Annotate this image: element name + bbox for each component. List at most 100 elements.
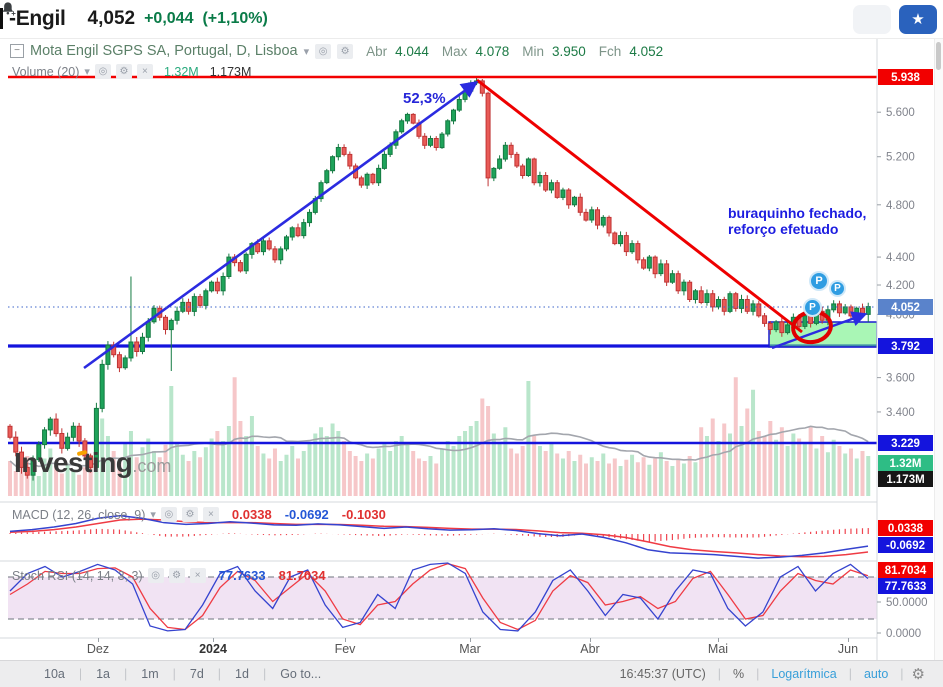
- stoch-d-value: 81.7034: [278, 568, 326, 583]
- range-1y[interactable]: 1a: [96, 667, 111, 681]
- svg-text:1.173M: 1.173M: [886, 474, 924, 486]
- alert-bell-icon: +: [2, 2, 16, 17]
- range-7d[interactable]: 7d: [189, 667, 204, 681]
- axis-badge: [878, 338, 933, 354]
- volume-label[interactable]: Volume (20): [12, 64, 80, 79]
- macd-line: [9, 514, 869, 559]
- axis-badge: [878, 578, 933, 594]
- axis-badge: [878, 537, 933, 553]
- volume-ma-line: [9, 425, 869, 468]
- horizontal-lines-layer: [8, 344, 877, 445]
- log-scale-button[interactable]: Logarítmica: [771, 667, 837, 681]
- svg-text:+: +: [11, 9, 16, 17]
- svg-text:-0.0692: -0.0692: [886, 540, 925, 552]
- text-annotation-line2: reforço efetuado: [728, 221, 839, 237]
- divider: |: [717, 667, 722, 681]
- axis-badge: [878, 69, 933, 85]
- range-10y[interactable]: 10a: [44, 667, 65, 681]
- time-axis-label: Abr: [580, 642, 600, 656]
- svg-text:3.792: 3.792: [891, 341, 920, 353]
- axis-badge: [878, 299, 933, 315]
- text-annotation-line1: buraquinho fechado,: [728, 205, 867, 221]
- svg-text:3.229: 3.229: [891, 438, 920, 450]
- topbar: -Engil 4,052 +0,044 (+1,10%) + ★: [0, 0, 943, 39]
- settings-icon[interactable]: ⚙: [181, 507, 198, 522]
- stoch-label[interactable]: Stoch RSI (14, 14, 3, 3): [12, 568, 143, 583]
- visibility-icon[interactable]: ◎: [147, 568, 164, 583]
- collapse-legend-icon[interactable]: −: [10, 44, 24, 58]
- create-alert-button[interactable]: +: [2, 2, 891, 34]
- close-icon[interactable]: ×: [202, 507, 219, 522]
- fib-percent-annotation[interactable]: 52,3%: [403, 90, 446, 107]
- time-axis-label: 2024: [199, 642, 227, 656]
- axis-badge: [878, 520, 933, 536]
- svg-text:4.200: 4.200: [886, 280, 915, 292]
- left-edge-artifact: [0, 8, 3, 29]
- svg-text:5.938: 5.938: [891, 72, 920, 84]
- visibility-icon[interactable]: ◎: [315, 43, 332, 59]
- text-annotation[interactable]: buraquinho fechado, reforço efetuado: [728, 205, 866, 237]
- svg-text:1.32M: 1.32M: [890, 458, 922, 470]
- divider: |: [848, 667, 852, 681]
- divider: |: [172, 667, 176, 681]
- visibility-icon[interactable]: ◎: [94, 64, 111, 79]
- range-1d[interactable]: 1d: [235, 667, 249, 681]
- position-marker[interactable]: P: [829, 280, 846, 297]
- macd-pane: [9, 514, 869, 559]
- range-selector: 10a | 1a | 1m | 7d | 1d | Go to...: [30, 667, 335, 681]
- price-axis[interactable]: 5.6005.2004.8004.4004.2004.0003.6003.400…: [876, 38, 935, 660]
- svg-text:5.600: 5.600: [886, 107, 915, 119]
- volume-legend: Volume (20) ▾ ◎ ⚙ × 1.32M 1.173M: [12, 64, 251, 79]
- percent-scale-button[interactable]: %: [733, 667, 745, 681]
- stoch-k-line: [9, 562, 869, 632]
- low-value: 3.950: [552, 43, 586, 59]
- axis-badge: [878, 455, 933, 471]
- settings-icon[interactable]: ⚙: [115, 64, 132, 79]
- add-watchlist-button[interactable]: ★: [899, 4, 937, 34]
- scrollbar[interactable]: [934, 38, 943, 660]
- close-value: 4.052: [629, 43, 664, 59]
- settings-icon[interactable]: ⚙: [337, 43, 354, 59]
- gear-icon[interactable]: ⚙: [911, 666, 925, 683]
- open-value: 4.044: [395, 43, 429, 59]
- chevron-down-icon[interactable]: ▾: [303, 45, 310, 58]
- close-icon[interactable]: ×: [189, 568, 206, 583]
- chart-canvas[interactable]: 5.6005.2004.8004.4004.2004.0003.6003.400…: [0, 0, 943, 660]
- time-axis-label: Dez: [86, 642, 110, 656]
- position-marker[interactable]: P: [809, 271, 829, 291]
- price-change: +0,044: [144, 10, 194, 27]
- time-tick: [213, 638, 214, 642]
- stoch-d-line: [9, 563, 869, 631]
- time-axis[interactable]: Dez 2024 Fev Mar Abr Mai Jun: [0, 638, 935, 660]
- divider: |: [900, 667, 904, 681]
- scrollbar-thumb[interactable]: [936, 42, 941, 70]
- time-axis-label: Mar: [459, 642, 481, 656]
- macd-label[interactable]: MACD (12, 26, close, 9): [12, 507, 146, 522]
- range-1m[interactable]: 1m: [141, 667, 159, 681]
- uptrend-arrow: [83, 81, 479, 370]
- divider: |: [78, 667, 83, 681]
- goto-button[interactable]: Go to...: [280, 667, 322, 681]
- volume-ma-value: 1.32M: [163, 64, 199, 79]
- svg-text:3.600: 3.600: [886, 373, 915, 385]
- time-tick: [345, 638, 346, 642]
- high-label: Max: [441, 43, 468, 59]
- auto-scale-button[interactable]: auto: [863, 667, 889, 681]
- clock[interactable]: 16:45:37 (UTC): [619, 667, 706, 681]
- symbol-name: -Engil: [9, 7, 66, 30]
- svg-text:3.400: 3.400: [886, 407, 915, 419]
- volume-last-value: 1.173M: [209, 64, 252, 79]
- svg-text:5.200: 5.200: [886, 152, 915, 164]
- volume-layer: [8, 377, 871, 496]
- high-value: 4.078: [475, 43, 510, 59]
- chevron-down-icon[interactable]: ▾: [84, 66, 90, 78]
- position-marker[interactable]: P: [803, 298, 822, 317]
- settings-icon[interactable]: ⚙: [168, 568, 185, 583]
- chart-title[interactable]: Mota Engil SGPS SA, Portugal, D, Lisboa: [30, 43, 298, 59]
- time-axis-label: Fev: [334, 642, 356, 656]
- visibility-icon[interactable]: ◎: [160, 507, 177, 522]
- downtrend-line: [476, 78, 803, 334]
- close-icon[interactable]: ×: [136, 64, 153, 79]
- chevron-down-icon[interactable]: ▾: [150, 509, 156, 521]
